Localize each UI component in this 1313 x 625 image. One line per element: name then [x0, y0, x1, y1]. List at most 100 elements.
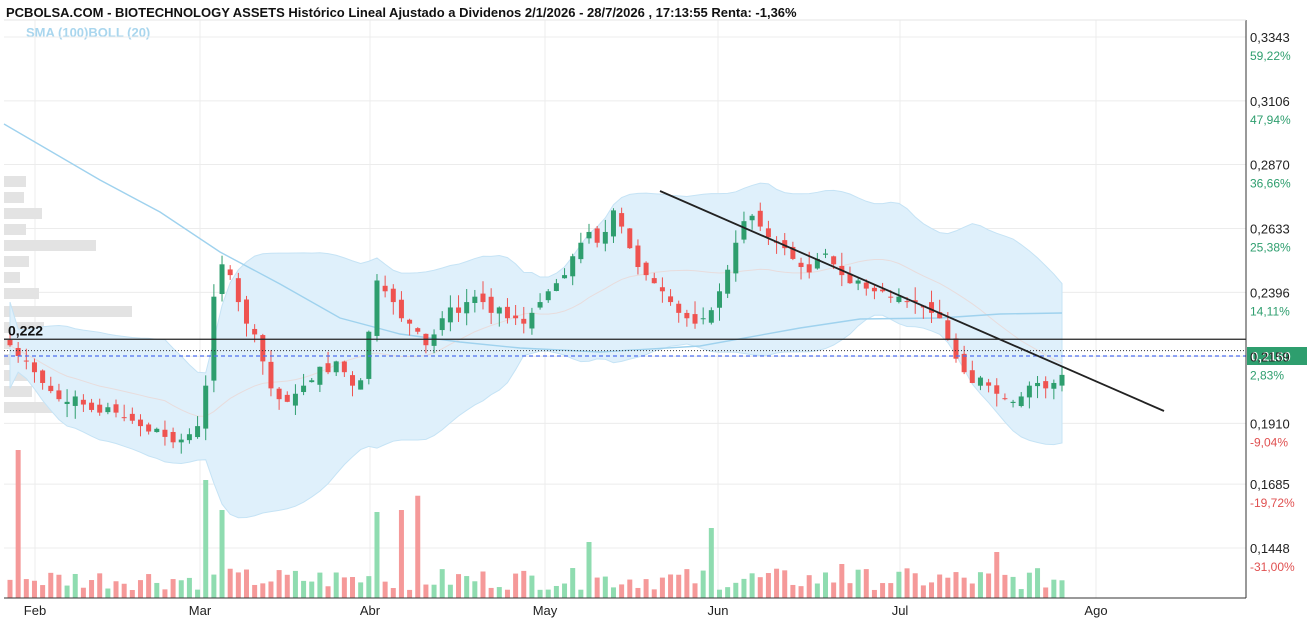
volume-bar [366, 576, 372, 598]
volume-bar [72, 573, 78, 598]
y-tick-pct: -31,00% [1250, 560, 1295, 574]
volume-bar [937, 574, 943, 598]
y-tick-price: 0,3106 [1250, 94, 1290, 109]
volume-bar [268, 581, 274, 598]
volume-bar [806, 575, 812, 598]
candle [912, 287, 918, 314]
candle-body [350, 375, 356, 386]
volume-bar [765, 573, 771, 598]
volume-bar [692, 583, 698, 598]
candle-body [105, 407, 111, 413]
candle-body [439, 318, 445, 331]
candle-body [619, 213, 625, 227]
candle [227, 265, 233, 280]
candle-body [1051, 382, 1057, 389]
y-tick-price: 0,1685 [1250, 477, 1290, 492]
volume-bar [170, 579, 176, 598]
candle [203, 375, 209, 441]
volume-bar [814, 583, 820, 598]
candle-body [986, 382, 992, 386]
volume-bar [56, 574, 62, 598]
candle [195, 416, 201, 439]
candle [749, 214, 755, 230]
legend-sma[interactable]: SMA (100) [26, 25, 89, 40]
support-label: 0,222 [8, 322, 43, 338]
candle-body [586, 231, 592, 239]
candle [48, 376, 54, 394]
volume-bar [994, 552, 1000, 598]
candle [562, 268, 568, 279]
candle-body [56, 390, 62, 400]
candle-body [610, 210, 616, 237]
candle [341, 360, 347, 377]
candle-body [627, 228, 633, 249]
profile-bar [4, 176, 26, 187]
candle [610, 208, 616, 243]
y-tick-pct: 25,38% [1250, 240, 1291, 254]
candle [398, 291, 404, 322]
volume-bar [537, 589, 543, 598]
volume-bar [309, 581, 315, 598]
candle [464, 289, 470, 326]
candle [798, 257, 804, 280]
candle [284, 391, 290, 403]
volume-bar [31, 580, 37, 598]
candle [431, 329, 437, 354]
candle [358, 378, 364, 390]
sma-line [3, 123, 1063, 353]
volume-bar [260, 583, 266, 598]
volume-bar [341, 577, 347, 598]
candle [570, 253, 576, 286]
volume-bar [382, 581, 388, 598]
candle [235, 272, 241, 312]
candle [578, 232, 584, 264]
volume-bar [725, 587, 731, 598]
candle-body [268, 361, 274, 389]
candle [137, 414, 143, 437]
candle [1059, 366, 1065, 392]
candle-body [790, 246, 796, 259]
volume-bar [398, 510, 404, 598]
legend-boll[interactable]: BOLL (20) [88, 25, 151, 40]
candle [847, 266, 853, 284]
candle-body [1035, 382, 1041, 387]
volume-bar [708, 528, 714, 598]
candle-body [162, 429, 168, 437]
y-tick-pct: 59,22% [1250, 49, 1291, 63]
candle-body [260, 335, 266, 362]
candle [994, 378, 1000, 407]
candle-body [40, 370, 46, 383]
y-tick-price: 0,1910 [1250, 416, 1290, 431]
candle-body [725, 269, 731, 294]
axes: 0,3343 59,22% 0,3106 47,94% 0,2870 36,66% 0,26… [4, 19, 1295, 618]
candle-body [814, 258, 820, 269]
candle [725, 264, 731, 299]
volume-bar [1002, 574, 1008, 598]
volume-bar [235, 572, 241, 598]
candle [692, 301, 698, 329]
candle-body [89, 402, 95, 410]
candle [969, 360, 975, 384]
volume-bar [439, 569, 445, 598]
candle-body [317, 366, 323, 385]
volume-bar [146, 574, 152, 598]
candle-body [390, 288, 396, 303]
volume-bar [40, 585, 46, 598]
candle-body [7, 339, 13, 346]
volume-bar [317, 572, 323, 598]
candle-body [765, 228, 771, 238]
volume-bar [252, 584, 258, 598]
profile-bar [4, 224, 26, 235]
volume-bar [89, 580, 95, 598]
candle-body [562, 275, 568, 279]
candle-body [48, 385, 54, 392]
candle-body [113, 404, 119, 413]
candle [529, 307, 535, 335]
candle-body [227, 269, 233, 276]
candle-body [333, 361, 339, 373]
y-tick-pct: 2,83% [1250, 368, 1284, 382]
volume-bar [521, 570, 527, 598]
candle [186, 428, 192, 444]
candle-body [912, 300, 918, 303]
